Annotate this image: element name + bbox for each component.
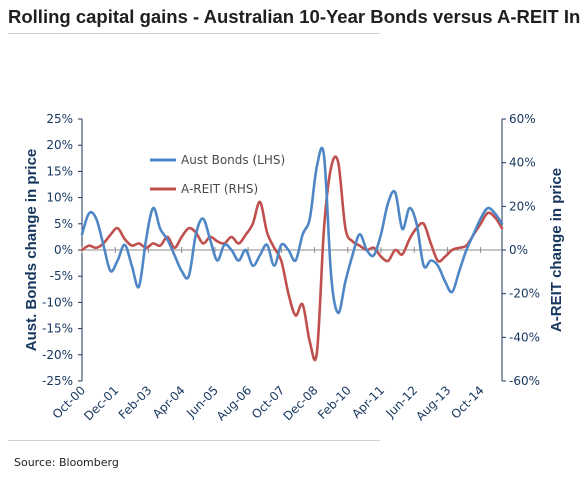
- y-tick-label: -10%: [42, 295, 73, 309]
- y-tick-label: 10%: [46, 191, 73, 205]
- y-tick-label: -5%: [50, 269, 73, 283]
- legend-label: A-REIT (RHS): [181, 182, 258, 196]
- y-axis-label: Aust. Bonds change in price: [23, 149, 40, 352]
- footer-divider: [8, 440, 380, 441]
- x-tick-label: Apr-04: [150, 383, 188, 421]
- y-tick-label: 20%: [46, 138, 73, 152]
- series-line-aust-bonds: [80, 146, 504, 315]
- y-tick-label: -25%: [42, 374, 73, 388]
- source-note: Source: Bloomberg: [14, 456, 119, 469]
- y2-tick-label: 0%: [509, 243, 528, 257]
- chart-axes: 25% 20% 15% 10% 5% 0% -5% -10% -15% -20% -25% 60% 40…: [42, 112, 540, 424]
- y2-tick-label: -60%: [509, 374, 540, 388]
- chart-legend: Aust Bonds (LHS) A-REIT (RHS): [150, 153, 285, 196]
- y-tick-label: 0%: [54, 243, 73, 257]
- chart-series: [80, 146, 504, 362]
- y2-tick-label: -40%: [509, 330, 540, 344]
- y-tick-label: 5%: [54, 217, 73, 231]
- y2-tick-label: 40%: [509, 156, 536, 170]
- x-tick-label: Aug-13: [413, 383, 453, 423]
- y-tick-label: 15%: [46, 164, 73, 178]
- title-divider: [8, 33, 380, 34]
- x-tick-label: Aug-06: [214, 383, 254, 423]
- x-tick-label: Feb-03: [116, 383, 155, 422]
- x-tick-label: Dec-01: [81, 383, 121, 423]
- y2-axis-label: A-REIT change in price: [548, 168, 565, 332]
- legend-label: Aust Bonds (LHS): [181, 153, 285, 167]
- x-tick-label: Dec-08: [280, 383, 320, 423]
- y2-tick-label: -20%: [509, 287, 540, 301]
- series-line-a-reit: [80, 155, 504, 362]
- y2-tick-label: 60%: [509, 112, 536, 126]
- chart-title: Rolling capital gains - Australian 10-Ye…: [8, 6, 580, 27]
- x-tick-label: Oct-14: [448, 383, 486, 421]
- x-tick-label: Apr-11: [349, 383, 387, 421]
- y-tick-label: -15%: [42, 322, 73, 336]
- x-tick-label: Feb-10: [315, 383, 354, 422]
- y-tick-label: -20%: [42, 348, 73, 362]
- y-tick-label: 25%: [46, 112, 73, 126]
- y2-tick-label: 20%: [509, 199, 536, 213]
